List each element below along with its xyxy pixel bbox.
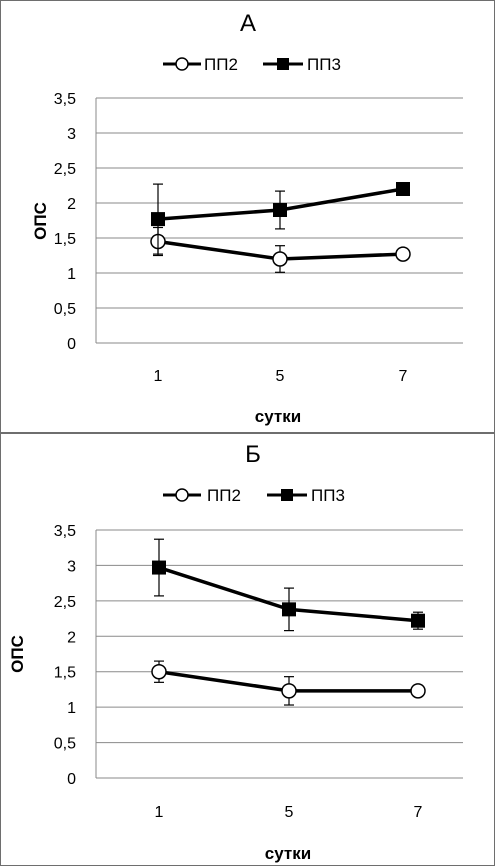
x-axis-title: сутки (265, 844, 311, 863)
chart-title: Б (245, 441, 261, 468)
data-point-pp2 (151, 663, 167, 680)
y-tick-label: 0 (67, 336, 76, 353)
y-tick-label: 0,5 (54, 301, 76, 318)
x-tick-label: 1 (154, 368, 163, 385)
legend-label-pp2: ПП2 (207, 486, 241, 505)
y-tick-label: 2 (67, 196, 76, 213)
data-point-pp3 (282, 602, 296, 617)
data-point-pp2 (410, 683, 426, 699)
y-tick-label: 1 (67, 266, 76, 283)
chart-a-svg: А ПП2 ПП3 ОПС сутки 0 0,5 1 1,5 2 2,5 3 3,5 1 5 7 (31, 10, 463, 426)
data-point-pp2 (281, 683, 297, 699)
y-tick-label: 1 (67, 700, 76, 717)
x-tick-label: 5 (276, 368, 285, 385)
legend-marker-pp2 (175, 488, 189, 502)
y-tick-label: 2,5 (54, 161, 76, 178)
x-tick-label: 7 (414, 804, 423, 821)
legend-marker-pp3 (277, 58, 289, 70)
chart-panel-b: Б ПП2 ПП3 ОПС сутки 0 0,5 1 1,5 2 2,5 3 3,5 1 5 7 (0, 433, 495, 866)
plot-area: 0 0,5 1 1,5 2 2,5 3 3,5 1 5 7 (54, 91, 463, 385)
y-tick-label: 3 (67, 558, 76, 575)
y-tick-label: 2,5 (54, 594, 76, 611)
y-tick-label: 3 (67, 126, 76, 143)
x-tick-label: 1 (155, 804, 164, 821)
data-point-pp3 (151, 212, 165, 227)
data-point-pp3 (411, 613, 425, 628)
legend: ПП2 ПП3 (163, 55, 341, 74)
data-point-pp3 (152, 560, 166, 575)
y-tick-label: 1,5 (54, 231, 76, 248)
y-tick-label: 0,5 (54, 736, 76, 753)
legend-label-pp3: ПП3 (307, 55, 341, 74)
plot-area: 0 0,5 1 1,5 2 2,5 3 3,5 1 5 7 (54, 523, 463, 821)
chart-b-svg: Б ПП2 ПП3 ОПС сутки 0 0,5 1 1,5 2 2,5 3 3,5 1 5 7 (8, 441, 463, 863)
legend-label-pp3: ПП3 (311, 486, 345, 505)
legend-label-pp2: ПП2 (204, 55, 238, 74)
legend-marker-pp2 (175, 57, 189, 71)
data-point-pp3 (396, 182, 410, 196)
data-point-pp3 (273, 203, 287, 217)
y-tick-label: 1,5 (54, 665, 76, 682)
y-tick-label: 3,5 (54, 523, 76, 540)
y-tick-label: 0 (67, 771, 76, 788)
chart-title: А (240, 10, 256, 37)
y-tick-label: 2 (67, 629, 76, 646)
legend-marker-pp3 (281, 489, 293, 501)
y-tick-label: 3,5 (54, 91, 76, 108)
y-axis-title: ОПС (8, 635, 27, 673)
data-point-pp2 (395, 246, 411, 262)
chart-panel-a: А ПП2 ПП3 ОПС сутки 0 0,5 1 1,5 2 2,5 3 3,5 1 5 7 (0, 0, 495, 433)
x-tick-label: 7 (399, 368, 408, 385)
y-axis-title: ОПС (31, 202, 50, 240)
x-axis-title: сутки (255, 407, 301, 426)
x-tick-label: 5 (285, 804, 294, 821)
data-point-pp2 (272, 251, 288, 267)
legend: ПП2 ПП3 (163, 486, 345, 505)
